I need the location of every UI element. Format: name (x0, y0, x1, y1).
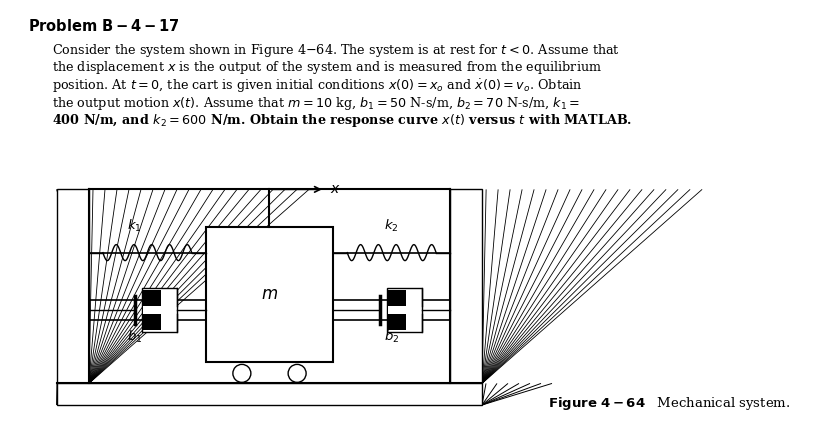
Bar (388, 290, 406, 330)
Bar (388, 306, 406, 314)
Bar (387, 288, 421, 332)
Bar (57, 189, 89, 384)
Text: 400 N/m, and $k_2 = 600$ N/m. Obtain the response curve $x(t)$ versus $t$ with M: 400 N/m, and $k_2 = 600$ N/m. Obtain the… (52, 112, 632, 129)
Text: the output motion $x(t)$. Assume that $m = 10$ kg, $b_1 = 50$ N-s/m, $b_2 = 70$ : the output motion $x(t)$. Assume that $m… (52, 94, 580, 112)
Bar (142, 288, 177, 332)
Text: $k_2$: $k_2$ (384, 218, 399, 234)
Bar (143, 306, 161, 314)
Text: $x$: $x$ (330, 182, 341, 196)
Text: the displacement $x$ is the output of the system and is measured from the equili: the displacement $x$ is the output of th… (52, 60, 602, 76)
Text: $\bf{Problem\ B-4-17}$: $\bf{Problem\ B-4-17}$ (28, 18, 179, 34)
Text: Consider the system shown in Figure 4$-$64. The system is at rest for $t < 0$. A: Consider the system shown in Figure 4$-$… (52, 42, 620, 59)
Text: $k_1$: $k_1$ (128, 218, 142, 234)
Bar (143, 290, 161, 330)
Text: $m$: $m$ (261, 286, 278, 303)
Text: position. At $t = 0$, the cart is given initial conditions $x(0) = x_o$ and $\do: position. At $t = 0$, the cart is given … (52, 77, 583, 94)
Bar (206, 227, 333, 362)
Bar (450, 189, 482, 384)
Text: $b_1$: $b_1$ (127, 329, 142, 345)
Text: $\bf{Figure\ 4-64}$   Mechanical system.: $\bf{Figure\ 4-64}$ Mechanical system. (548, 395, 791, 412)
Text: $b_2$: $b_2$ (384, 329, 399, 345)
Bar (57, 384, 482, 405)
